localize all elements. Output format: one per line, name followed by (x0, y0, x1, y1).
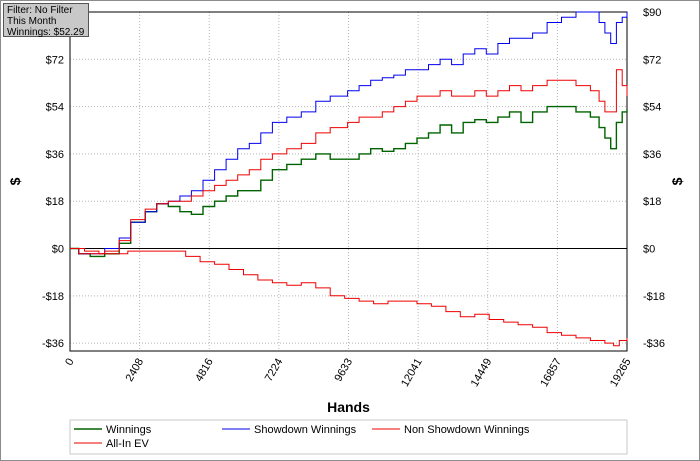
y-tick-label-left: $54 (46, 102, 64, 114)
y-axis-title-left: $ (7, 177, 23, 185)
x-tick-label: 19265 (608, 357, 634, 389)
y-tick-label-right: $54 (643, 102, 661, 114)
y-axis-title-right: $ (669, 177, 685, 185)
y-tick-label-right: $0 (643, 244, 655, 256)
y-tick-label-right: $90 (643, 7, 661, 19)
tick-labels: 0 2408 4816 7224 9633 12041 14449 16857 19265 -$3… (42, 7, 665, 389)
winnings-label: Winnings: $52.29 (7, 27, 85, 38)
legend-label-all-in-ev: All-In EV (106, 438, 149, 450)
legend-label-winnings: Winnings (106, 424, 152, 436)
plot-area (69, 11, 628, 352)
x-tick-label: 12041 (399, 357, 425, 389)
x-tick-label: 2408 (124, 357, 147, 384)
y-tick-label-left: -$36 (42, 338, 64, 350)
legend-label-non-showdown-winnings: Non Showdown Winnings (404, 424, 530, 436)
period-label: This Month (7, 16, 57, 27)
x-tick-label: 0 (63, 357, 76, 368)
legend-label-showdown-winnings: Showdown Winnings (254, 424, 357, 436)
y-tick-label-right: $18 (643, 196, 661, 208)
filter-label: Filter: No Filter (7, 5, 73, 16)
series-layer (70, 11, 628, 347)
series-line-non-showdown-winnings (70, 248, 628, 347)
y-tick-label-left: $72 (46, 54, 64, 66)
y-tick-label-left: $36 (46, 149, 64, 161)
x-tick-label: 7224 (263, 357, 286, 384)
y-tick-label-left: -$18 (42, 291, 64, 303)
y-tick-label-left: $18 (46, 196, 64, 208)
x-tick-label: 4816 (193, 357, 216, 384)
y-tick-label-right: $36 (643, 149, 661, 161)
x-axis-title: Hands (327, 399, 370, 415)
y-tick-label-right: -$18 (643, 291, 665, 303)
x-tick-label: 16857 (538, 357, 564, 389)
legend: Winnings Showdown Winnings Non Showdown Wi… (69, 419, 628, 455)
x-tick-label: 9633 (332, 357, 355, 384)
grid (69, 11, 628, 351)
filter-info-box: Filter: No Filter This Month Winnings: $… (3, 3, 89, 38)
x-tick-label: 14449 (469, 357, 495, 389)
series-line-winnings (70, 105, 628, 258)
legend-box (69, 419, 628, 455)
y-tick-label-right: $72 (643, 54, 661, 66)
y-tick-label-left: $0 (52, 244, 64, 256)
y-tick-label-right: -$36 (643, 338, 665, 350)
series-line-all-in-ev (70, 69, 628, 255)
